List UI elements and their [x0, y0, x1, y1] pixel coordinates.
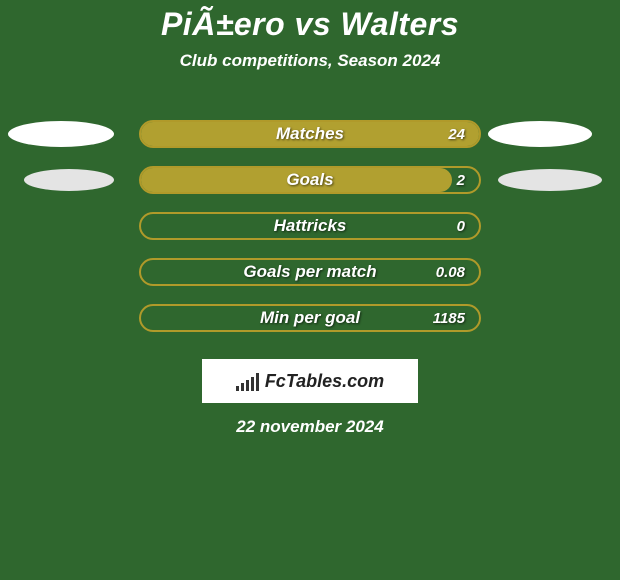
stat-bar: Hattricks 0	[139, 212, 481, 240]
stats-container: Matches 24 Goals 2 Hattricks 0 Goals per match…	[0, 111, 620, 341]
logo-box: FcTables.com	[202, 359, 418, 403]
decorative-ellipse	[8, 121, 114, 147]
stat-value: 2	[457, 172, 465, 189]
stat-bar: Goals 2	[139, 166, 481, 194]
bars-icon	[236, 371, 259, 391]
stat-label: Goals per match	[243, 262, 376, 282]
stat-value: 0	[457, 218, 465, 235]
stat-bar: Goals per match 0.08	[139, 258, 481, 286]
stat-bar: Min per goal 1185	[139, 304, 481, 332]
stat-row: Goals 2	[0, 157, 620, 203]
decorative-ellipse	[498, 169, 602, 191]
page-title: PiÃ±ero vs Walters	[0, 6, 620, 43]
stat-label: Goals	[286, 170, 333, 190]
stat-value: 1185	[433, 310, 465, 327]
decorative-ellipse	[24, 169, 114, 191]
stat-bar: Matches 24	[139, 120, 481, 148]
content-wrapper: PiÃ±ero vs Walters Club competitions, Se…	[0, 0, 620, 437]
logo-text: FcTables.com	[265, 371, 384, 392]
stat-value: 24	[448, 126, 465, 143]
stat-value: 0.08	[436, 264, 465, 281]
stat-label: Matches	[276, 124, 344, 144]
stat-row: Matches 24	[0, 111, 620, 157]
stat-row: Goals per match 0.08	[0, 249, 620, 295]
stat-row: Min per goal 1185	[0, 295, 620, 341]
stat-label: Hattricks	[274, 216, 347, 236]
subtitle: Club competitions, Season 2024	[0, 51, 620, 71]
stat-label: Min per goal	[260, 308, 360, 328]
stat-row: Hattricks 0	[0, 203, 620, 249]
date-text: 22 november 2024	[0, 417, 620, 437]
decorative-ellipse	[488, 121, 592, 147]
